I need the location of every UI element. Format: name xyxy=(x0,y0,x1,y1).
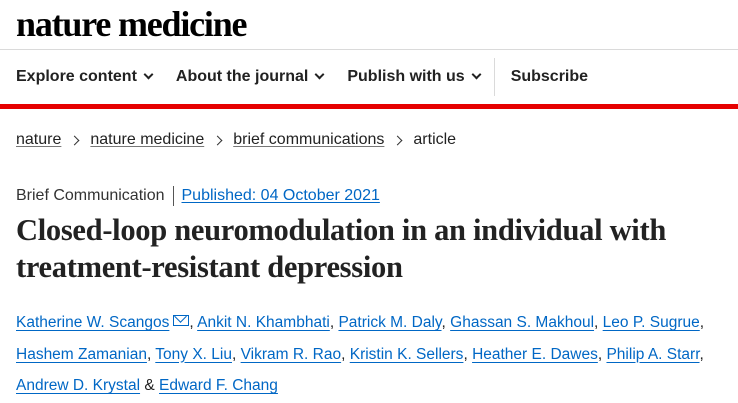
publish-with-us-menu[interactable]: Publish with us xyxy=(331,50,487,104)
accent-bar xyxy=(0,104,738,109)
author-link[interactable]: Tony X. Liu xyxy=(155,345,232,363)
author-list: Katherine W. Scangos, Ankit N. Khambhati… xyxy=(16,314,705,394)
subscribe-link[interactable]: Subscribe xyxy=(510,68,589,85)
main-nav: Explore content About the journal Publis… xyxy=(0,50,738,104)
author-conjunction: & xyxy=(144,377,155,394)
publish-with-us-label: Publish with us xyxy=(347,68,465,85)
published-date-link[interactable]: Published: 04 October 2021 xyxy=(181,187,380,204)
about-journal-menu[interactable]: About the journal xyxy=(160,50,331,104)
author-link[interactable]: Patrick M. Daly xyxy=(338,314,442,331)
chevron-down-icon xyxy=(314,69,325,80)
author-link[interactable]: Ghassan S. Makhoul xyxy=(450,314,595,331)
chevron-right-icon xyxy=(69,135,80,145)
chevron-down-icon xyxy=(143,69,154,80)
author-link[interactable]: Ankit N. Khambhati xyxy=(197,314,330,331)
author-link[interactable]: Vikram R. Rao xyxy=(240,345,342,363)
article-type: Brief Communication xyxy=(16,187,165,204)
author-link[interactable]: Leo P. Sugrue xyxy=(602,314,700,331)
explore-content-menu[interactable]: Explore content xyxy=(0,50,160,104)
breadcrumb-nature[interactable]: nature xyxy=(16,131,62,148)
article-meta: Brief Communication Published: 04 Octobe… xyxy=(16,186,380,206)
header-divider xyxy=(0,49,738,50)
nav-divider xyxy=(493,58,495,96)
about-journal-label: About the journal xyxy=(175,68,309,85)
author-link[interactable]: Katherine W. Scangos xyxy=(16,314,170,331)
article-title: Closed-loop neuromodulation in an indivi… xyxy=(16,213,667,284)
author-link[interactable]: Andrew D. Krystal xyxy=(16,377,141,394)
meta-divider xyxy=(172,186,174,206)
breadcrumb-current: article xyxy=(413,131,457,148)
mail-icon[interactable] xyxy=(173,315,190,326)
author-link[interactable]: Hashem Zamanian xyxy=(16,345,147,363)
breadcrumb: nature nature medicine brief communicati… xyxy=(16,131,456,149)
explore-content-label: Explore content xyxy=(16,68,137,85)
breadcrumb-brief-communications[interactable]: brief communications xyxy=(233,131,385,148)
breadcrumb-nature-medicine[interactable]: nature medicine xyxy=(90,131,205,148)
author-link[interactable]: Heather E. Dawes xyxy=(472,345,598,363)
nature-medicine-logo[interactable]: nature medicine xyxy=(16,4,248,44)
chevron-down-icon xyxy=(471,69,482,80)
author-link[interactable]: Edward F. Chang xyxy=(159,377,278,394)
author-link[interactable]: Kristin K. Sellers xyxy=(349,345,464,363)
chevron-right-icon xyxy=(392,135,403,145)
chevron-right-icon xyxy=(212,135,223,145)
author-link[interactable]: Philip A. Starr xyxy=(606,345,700,363)
